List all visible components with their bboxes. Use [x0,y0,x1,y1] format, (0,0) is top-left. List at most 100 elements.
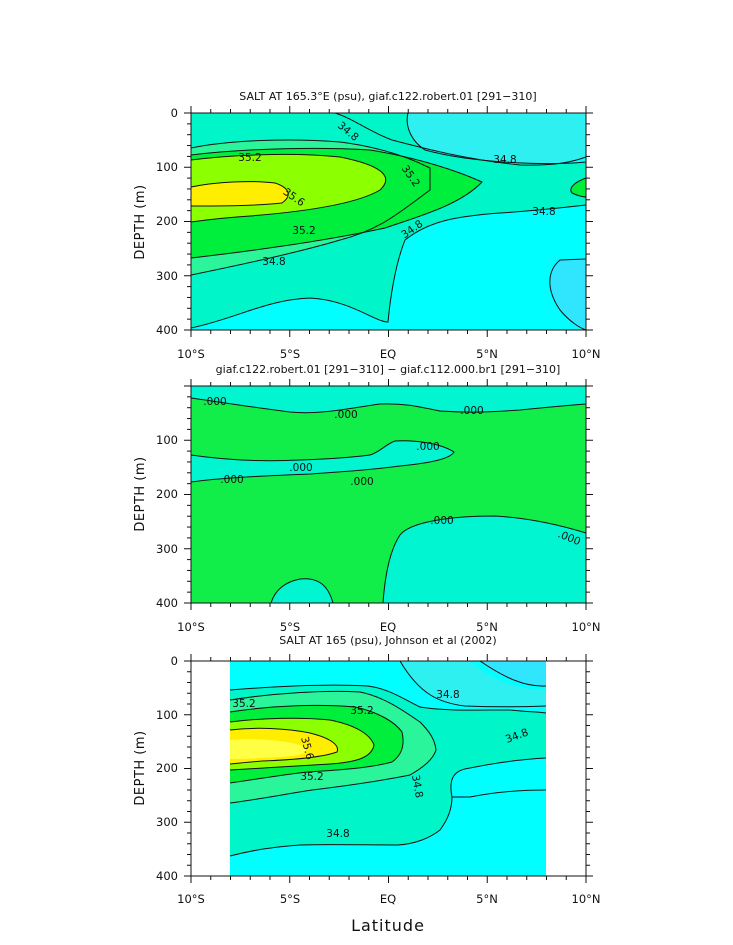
p3-contour [229,717,375,771]
p3-y-tick-label: 200 [156,761,178,775]
p2-band-bottom-right [383,516,586,603]
p1-contour [570,177,587,198]
p3-contour-label: 35.6 [298,735,316,761]
p2-x-tick-label: EQ [380,620,396,634]
p1-contour [549,258,587,331]
p3-x-tick-label: 10°N [572,892,601,906]
panel-1: SALT AT 165.3°E (psu), giaf.c122.robert.… [133,90,601,361]
p3-contour [229,690,437,804]
p2-y-tick-label: 100 [156,433,178,447]
p1-x-tick-label: 10°S [177,347,205,361]
p1-y-axis-label: DEPTH (m) [133,184,148,259]
p3-contour [229,684,547,714]
p1-y-tick-label: 0 [171,106,178,120]
p2-contour [190,397,587,414]
p1-ticks [184,106,593,337]
p2-x-tick-label: 5°N [476,620,498,634]
p2-contour-label: .000 [289,462,312,474]
p1-band-aqua [191,113,586,166]
p1-band-yellow [191,181,289,206]
p2-contour-label: .000 [460,405,483,417]
panel-1-title: SALT AT 165.3°E (psu), giaf.c122.robert.… [239,90,536,103]
p2-ticks [184,379,593,610]
p2-contour-label: .000 [220,474,243,486]
p3-contour-label: 35.2 [300,771,323,783]
p2-band-top-teal [191,386,586,413]
p3-x-tick-label: EQ [380,892,396,906]
panel-1-axes: 10°S 5°S EQ 5°N 10°N 0 100 200 300 400 D… [133,106,601,361]
p1-band-right-green [570,178,586,197]
p3-y-axis-label: DEPTH (m) [133,730,148,805]
p3-x-tick-label: 5°S [280,892,300,906]
p1-x-tick-label: 5°N [476,347,498,361]
p2-contour-label: .000 [334,409,357,421]
panel-3-field [229,660,547,876]
p3-band-yellow-core [230,739,307,759]
p1-y-tick-label: 100 [156,160,178,174]
p3-band-blue [480,661,546,687]
p3-contour [479,660,547,687]
p2-contour-label: .000 [203,396,226,408]
panel-1-contours [190,112,587,331]
p3-contour [452,789,547,798]
p1-contour [190,153,387,223]
panel-3: SALT AT 165 (psu), Johnson et al (2002) [133,634,601,906]
p3-contour [229,757,547,857]
panel-3-title: SALT AT 165 (psu), Johnson et al (2002) [279,634,496,647]
p2-y-axis-label: DEPTH (m) [133,456,148,531]
p1-contour-label: 34.8 [262,256,285,268]
p1-contour-label: 35.2 [292,225,315,237]
p1-contour-label: 34.8 [532,206,555,218]
p2-contour [382,515,587,604]
p3-contour [229,727,339,765]
p1-y-tick-label: 200 [156,214,178,228]
p1-contour [190,147,483,259]
panel-3-axes: 10°S 5°S EQ 5°N 10°N 0 100 200 300 400 D… [133,654,601,906]
p2-x-tick-label: 5°S [280,620,300,634]
panel-2-title: giaf.c122.robert.01 [291−310] − giaf.c11… [216,363,561,376]
p1-x-tick-label: 5°S [280,347,300,361]
panel-1-field [190,112,587,331]
p2-contour-label: .000 [350,476,373,488]
panel-3-contours [229,660,547,857]
p2-x-tick-label: 10°N [572,620,601,634]
p3-ticks [184,654,593,883]
p1-contour-label: 35.2 [238,152,261,164]
p3-y-tick-label: 0 [171,654,178,668]
p2-band-bottom-left [271,578,333,603]
p3-y-tick-label: 300 [156,815,178,829]
p3-x-tick-label: 5°N [476,892,498,906]
p3-y-tick-label: 400 [156,869,178,883]
p1-contour [406,112,587,165]
p3-contour [399,660,547,708]
p2-x-tick-label: 10°S [177,620,205,634]
p2-contour [190,440,455,483]
panel-2: giaf.c122.robert.01 [291−310] − giaf.c11… [133,363,601,634]
p3-contour-label: 34.8 [409,774,425,799]
p3-contour [229,704,404,784]
p2-contour [270,578,334,604]
p1-contour [190,139,431,276]
p1-x-tick-label: 10°N [572,347,601,361]
p2-y-tick-label: 300 [156,542,178,556]
p1-contour [190,204,587,329]
panel-2-axes: 10°S 5°S EQ 5°N 10°N 100 200 300 400 DEP… [133,379,601,634]
p1-y-tick-label: 400 [156,323,178,337]
p3-y-tick-label: 100 [156,708,178,722]
p3-contour-label: 35.2 [232,698,255,710]
p2-band-mid-teal [191,440,454,482]
p1-x-tick-label: EQ [380,347,396,361]
p3-contour-label: 34.8 [436,689,459,701]
p2-y-tick-label: 200 [156,487,178,501]
p3-contour-label: 34.8 [326,828,349,840]
p1-y-tick-label: 300 [156,269,178,283]
p2-contour-label: .000 [416,441,439,453]
p3-band-aqua [400,661,546,707]
panel-2-contours [190,397,587,604]
p3-x-tick-label: 10°S [177,892,205,906]
p3-contour-label: 35.2 [350,705,373,717]
figure-x-axis-label: Latitude [351,916,425,935]
p2-contour-label: .000 [430,515,453,527]
panel-2-field [190,386,587,604]
p1-contour-label: 34.8 [493,154,516,166]
